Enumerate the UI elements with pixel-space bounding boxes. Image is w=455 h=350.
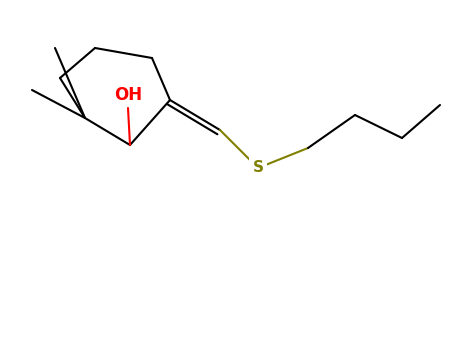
Text: OH: OH <box>114 86 142 104</box>
Text: S: S <box>253 161 263 175</box>
